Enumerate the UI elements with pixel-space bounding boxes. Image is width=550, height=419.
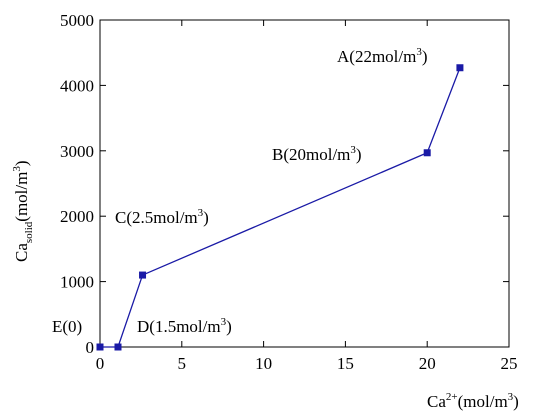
data-point-marker (456, 64, 464, 72)
plot-frame (99, 19, 510, 348)
x-tick-label: 0 (96, 354, 105, 373)
data-point-marker (114, 343, 122, 351)
annotation-b: B(20mol/m3) (272, 144, 362, 164)
x-tick-label: 20 (419, 354, 436, 373)
y-tick-label: 3000 (60, 142, 94, 161)
data-point-marker (96, 343, 104, 351)
x-axis-ticks: 0 5 10 15 20 25 (96, 20, 518, 373)
annotations: A(22mol/m3) B(20mol/m3) C(2.5mol/m3) D(1… (52, 46, 428, 336)
plot-area-border (99, 19, 510, 348)
x-tick-label: 10 (255, 354, 272, 373)
x-tick-label: 5 (178, 354, 187, 373)
y-tick-label: 2000 (60, 207, 94, 226)
x-tick-label: 25 (501, 354, 518, 373)
annotation-a: A(22mol/m3) (337, 46, 428, 66)
series-layer (96, 64, 464, 351)
y-tick-label: 1000 (60, 273, 94, 292)
annotation-d: D(1.5mol/m3) (137, 316, 232, 336)
data-point-marker (139, 271, 147, 279)
y-axis-ticks: 0 1000 2000 3000 4000 5000 (60, 11, 509, 357)
y-tick-label: 4000 (60, 76, 94, 95)
y-tick-label: 5000 (60, 11, 94, 30)
y-tick-label: 0 (86, 338, 95, 357)
y-axis-label: Casolid(mol/m3) (11, 160, 35, 262)
data-point-marker (423, 149, 431, 157)
x-axis-label: Ca2+(mol/m3) (427, 391, 519, 411)
x-tick-label: 15 (337, 354, 354, 373)
annotation-c: C(2.5mol/m3) (115, 207, 209, 227)
annotation-e: E(0) (52, 317, 82, 336)
